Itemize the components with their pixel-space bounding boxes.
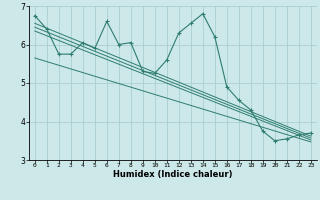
X-axis label: Humidex (Indice chaleur): Humidex (Indice chaleur): [113, 170, 233, 179]
